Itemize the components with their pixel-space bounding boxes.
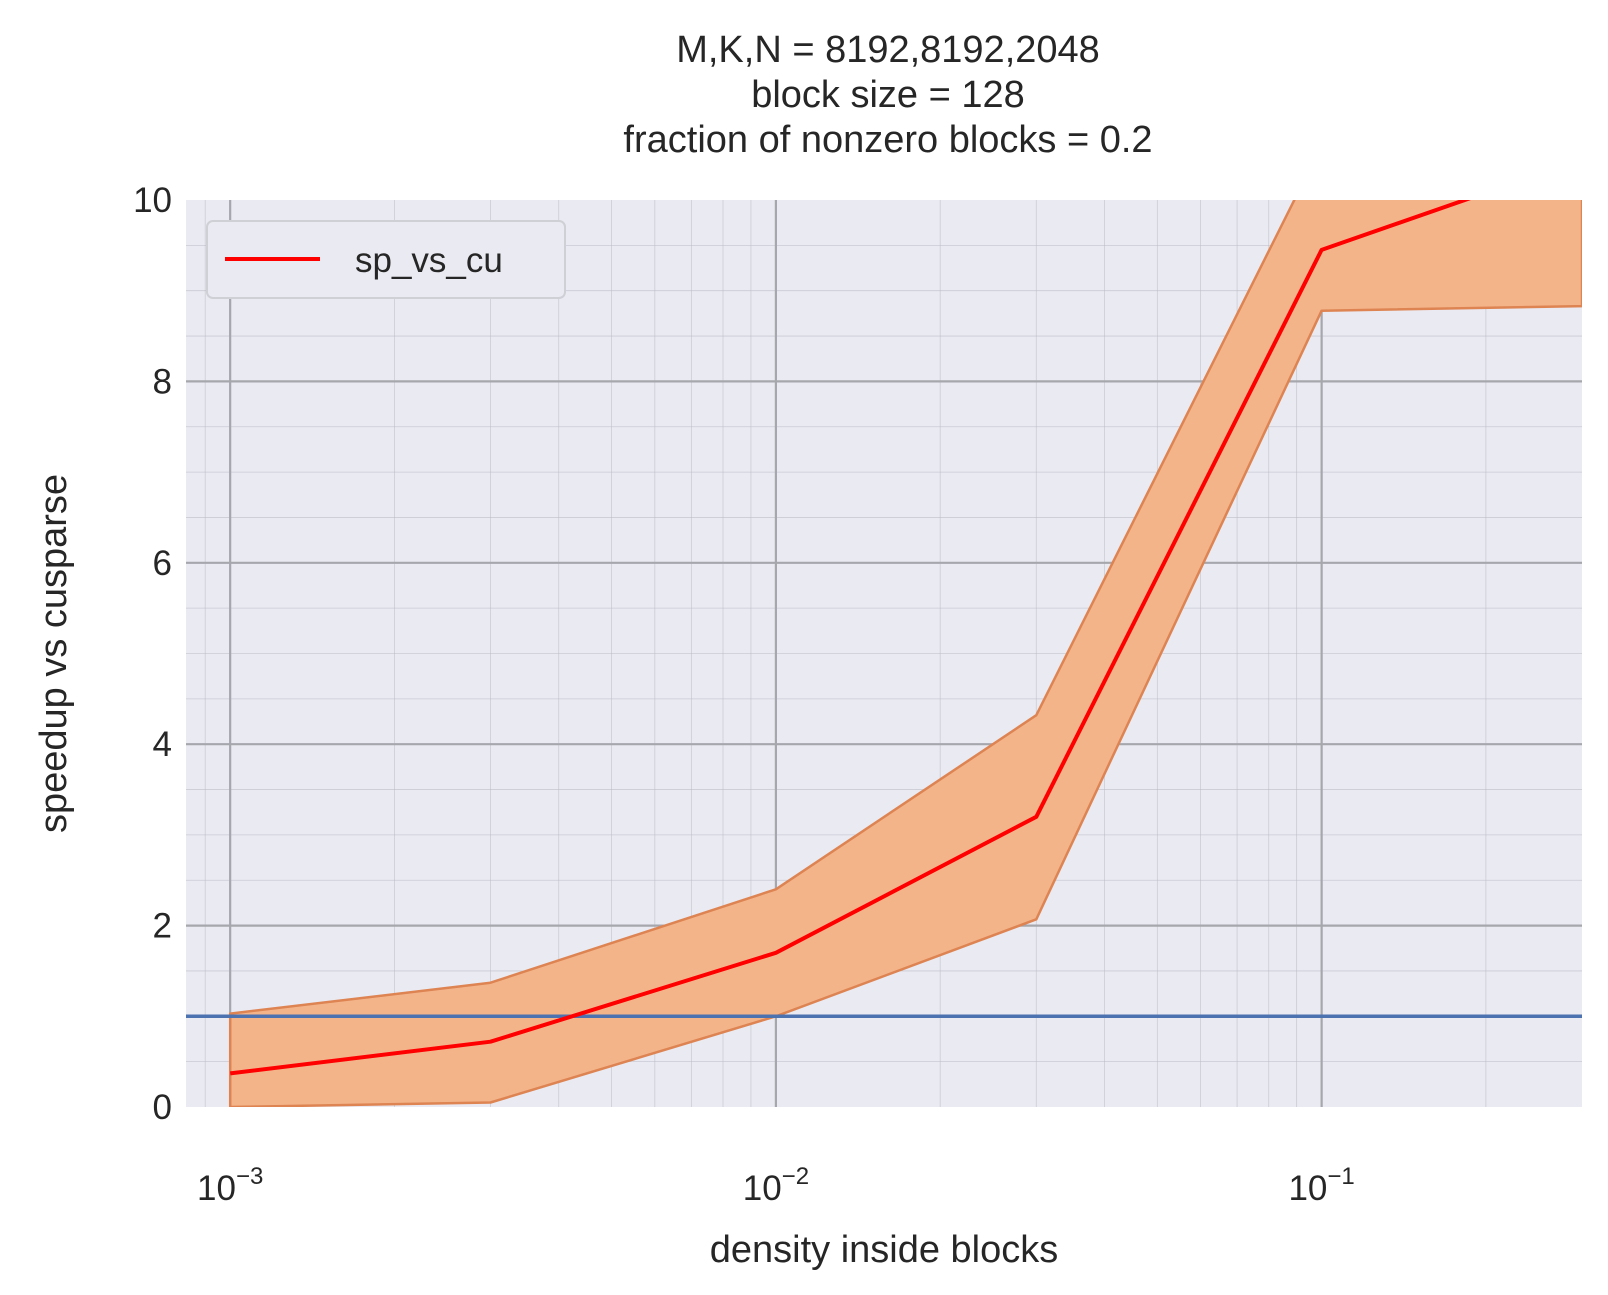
legend-label: sp_vs_cu (355, 241, 503, 280)
plot-area (186, 200, 1582, 1107)
x-tick-label: 10−2 (743, 1163, 809, 1208)
x-tick-label: 10−3 (197, 1163, 263, 1208)
legend: sp_vs_cu (206, 220, 566, 299)
y-axis-label: speedup vs cusparse (33, 474, 75, 833)
x-axis-ticks: 10−3 10−2 10−1 (197, 1163, 1355, 1208)
y-tick-label: 4 (153, 725, 172, 764)
x-tick-label: 10−1 (1288, 1163, 1354, 1208)
title-line: M,K,N = 8192,8192,2048 (676, 29, 1100, 71)
y-axis-ticks: 0 2 4 6 8 10 (133, 181, 172, 1127)
y-tick-label: 6 (153, 544, 172, 583)
title-line: block size = 128 (751, 74, 1025, 116)
x-axis-label: density inside blocks (710, 1229, 1059, 1271)
y-tick-label: 8 (153, 362, 172, 401)
y-tick-label: 10 (133, 181, 172, 220)
title-line: fraction of nonzero blocks = 0.2 (623, 119, 1152, 161)
legend-frame (206, 220, 566, 299)
confidence-band (228, 200, 1582, 1107)
y-tick-label: 0 (153, 1088, 172, 1127)
y-tick-label: 2 (153, 907, 172, 946)
series-line (229, 200, 1471, 1076)
